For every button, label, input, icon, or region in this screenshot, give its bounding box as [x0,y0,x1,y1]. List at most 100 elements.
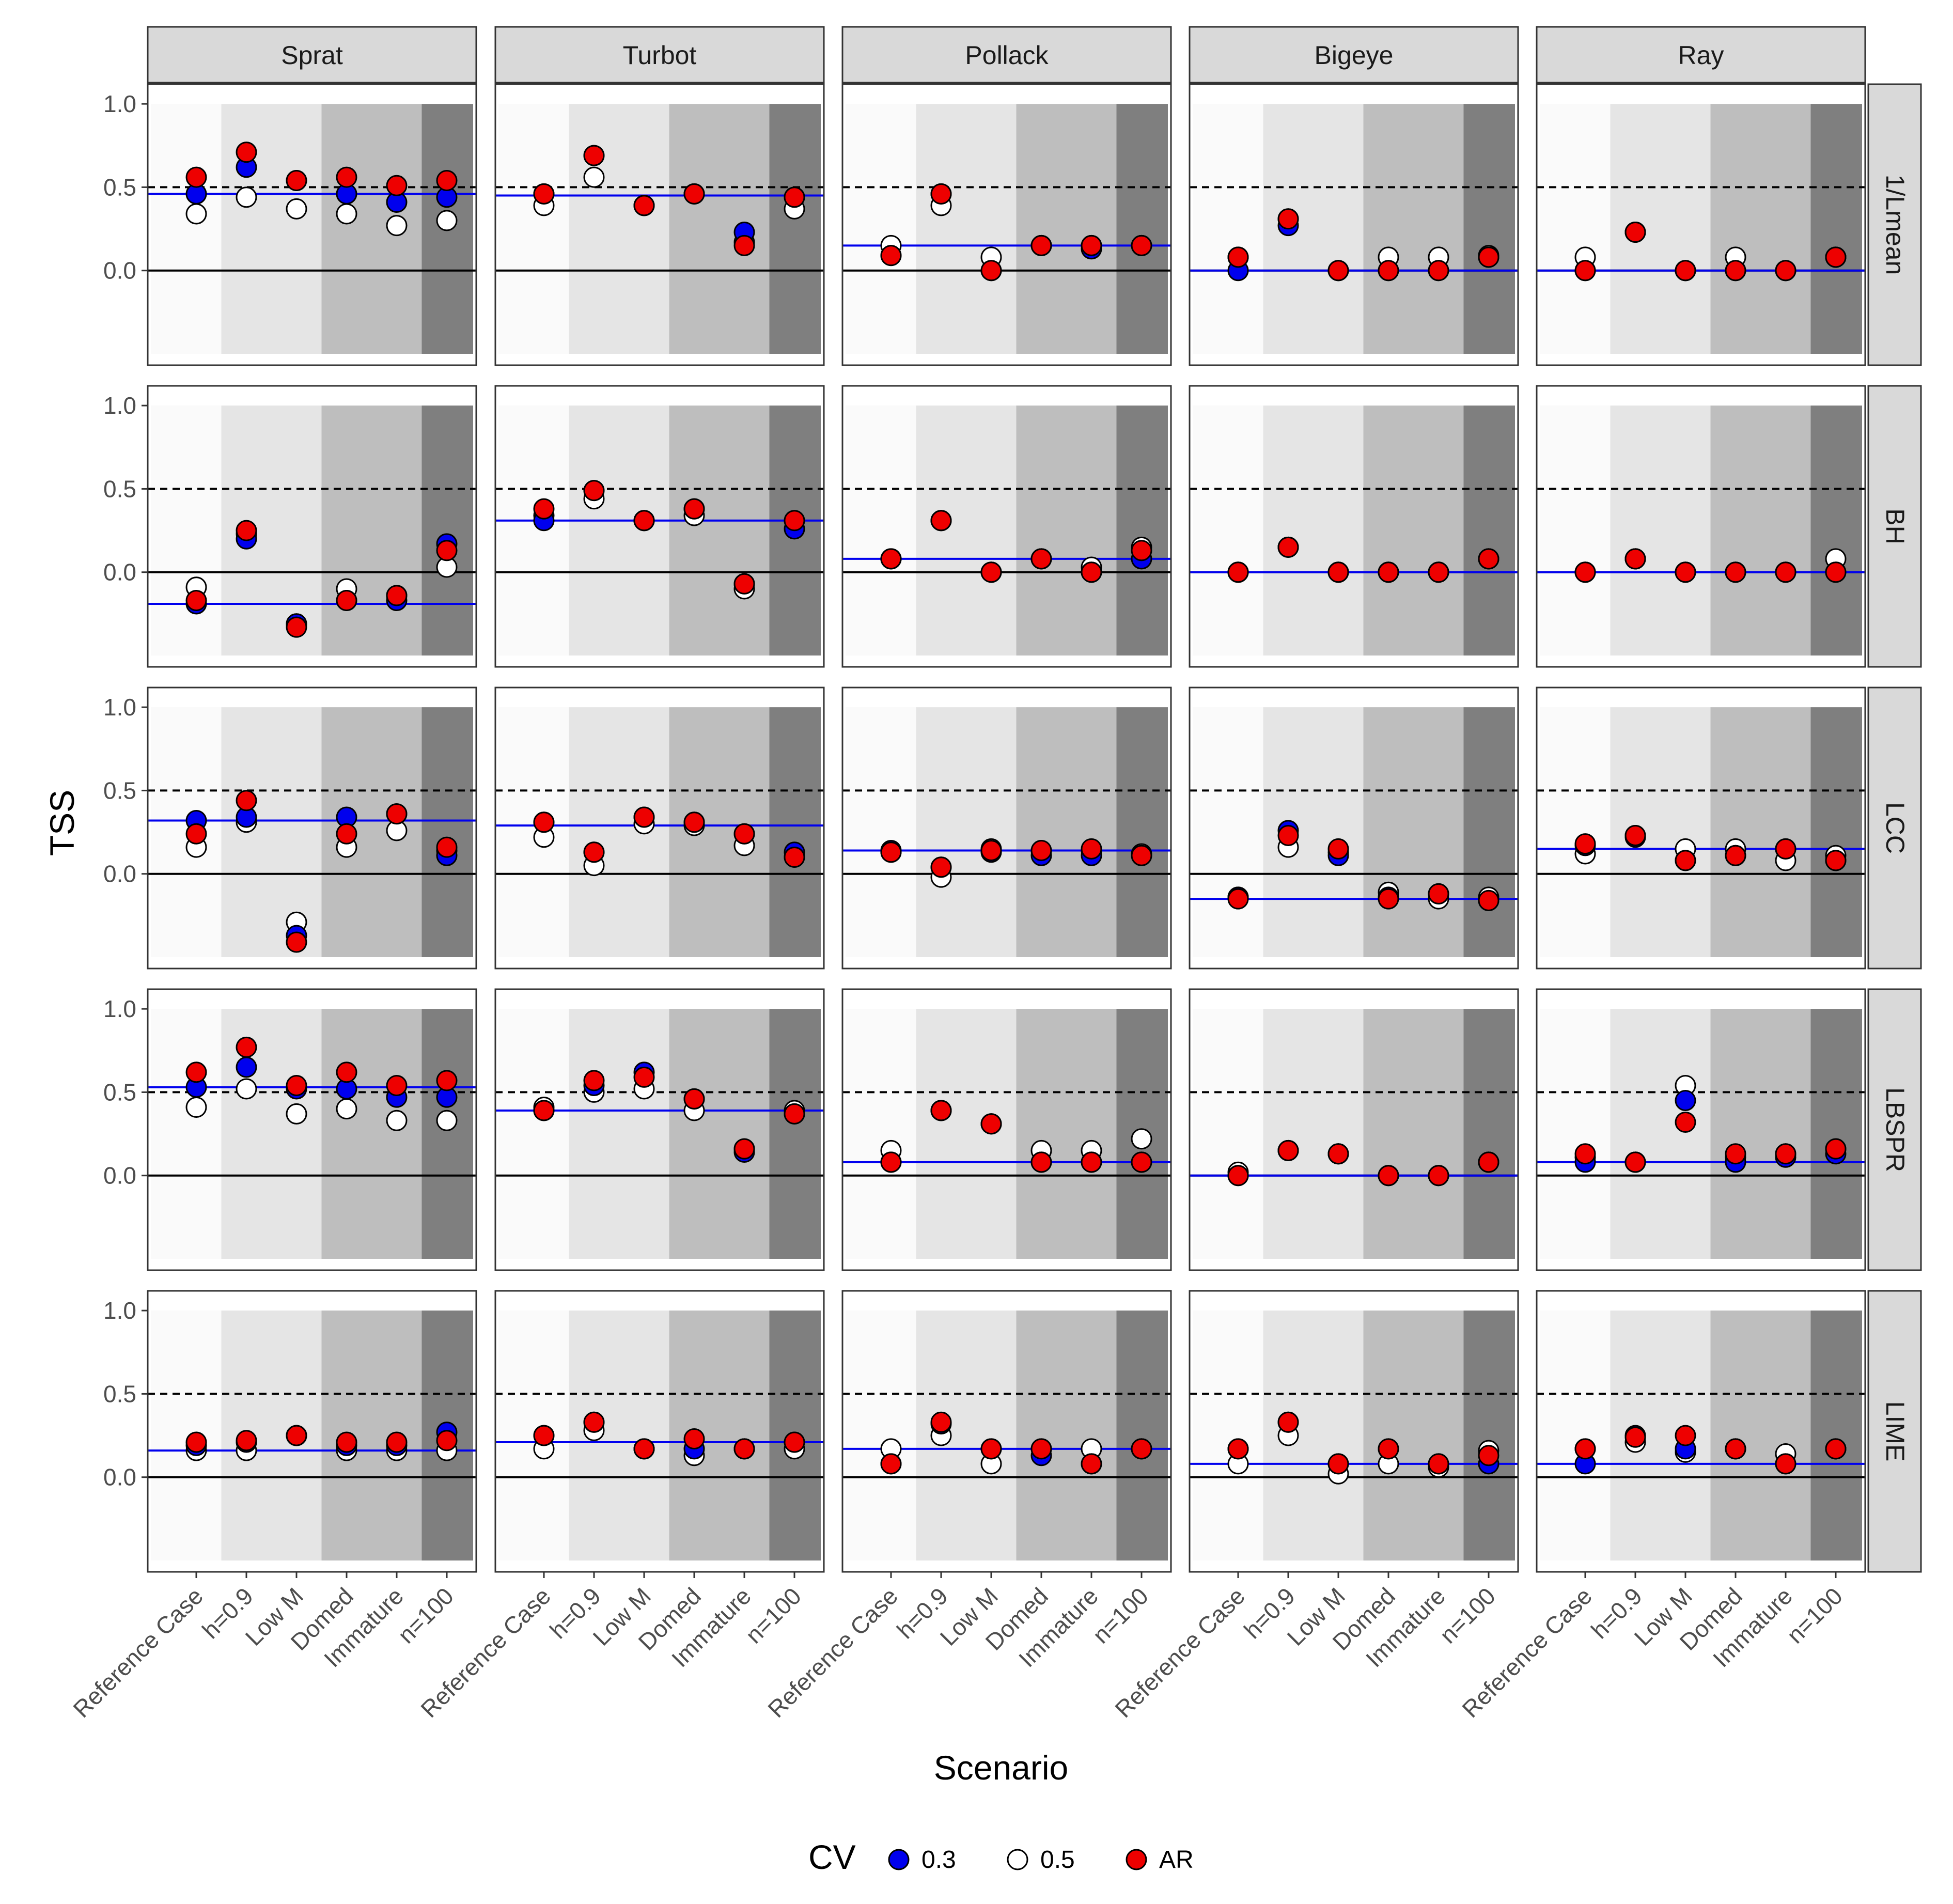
point-AR [683,1428,705,1450]
scenario-band [1116,707,1168,957]
point-AR [1574,833,1596,855]
point-AR [1825,246,1847,268]
scenario-band [151,1310,222,1560]
scenario-band [371,1009,422,1259]
point-AR [1327,260,1349,282]
point-AR [436,540,458,561]
column-strip [841,26,1172,84]
point-AR [1081,838,1102,860]
point-AR [1825,1438,1847,1460]
scenario-band [1660,1009,1711,1259]
panel-border [147,83,477,366]
point-AR [784,846,805,868]
point-AR [1825,1138,1847,1160]
point-AR [1277,1140,1299,1161]
point-0_5 [583,166,605,188]
panel-border [1189,385,1519,668]
point-AR [633,195,655,216]
point-AR [683,1088,705,1110]
legend: CV 0.3 0.5 AR [808,1838,1194,1876]
point-AR [733,235,755,256]
scenario-band [421,405,473,656]
point-AR [980,561,1002,583]
point-AR [633,1438,655,1460]
column-strip-label: Pollack [965,41,1049,70]
row-strip-label: LIME [1881,1401,1910,1462]
point-AR [386,1431,408,1453]
scenario-band [1313,104,1364,354]
point-AR [1478,1445,1499,1466]
scenario-band [769,1009,821,1259]
scenario-band [1363,1009,1414,1259]
point-AR [930,856,952,878]
point-AR [733,1138,755,1160]
point-AR [1725,1438,1746,1460]
point-AR [386,175,408,196]
scenario-band [1810,405,1862,656]
point-AR [185,1062,207,1083]
point-AR [1574,1143,1596,1165]
panel-border [841,988,1172,1271]
point-AR [1428,260,1449,282]
scenario-band [1760,707,1811,957]
scenario-band [1710,405,1761,656]
point-AR [1725,561,1746,583]
point-AR [1624,1151,1646,1173]
panel-border [494,1290,825,1573]
point-AR [1030,235,1052,256]
scenario-band [719,1310,770,1560]
point-AR [436,1070,458,1091]
column-strip [1536,26,1866,84]
point-AR [1675,1111,1696,1133]
panel-border [1189,83,1519,366]
point-AR [1327,838,1349,860]
point-0_5 [386,1110,408,1131]
point-AR [1725,260,1746,282]
legend-key-0_3 [888,1849,910,1870]
point-AR [1227,246,1249,268]
scenario-band [619,104,669,354]
column-strip-label: Turbot [623,41,697,70]
scenario-band [1760,405,1811,656]
point-AR [1081,235,1102,256]
legend-key-AR [1126,1849,1147,1870]
point-AR [1675,1425,1696,1446]
row-strip-label: BH [1881,508,1910,544]
scenario-band [1540,104,1611,354]
point-AR [1624,548,1646,570]
scenario-band [916,707,966,957]
scenario-band [1193,1009,1263,1259]
point-AR [1378,1165,1399,1187]
scenario-band [669,1009,720,1259]
scenario-band [1363,1310,1414,1560]
point-AR [1428,561,1449,583]
scenario-band [1463,1310,1515,1560]
scenario-band [1363,104,1414,354]
panel-border [1536,385,1866,668]
legend-label: AR [1159,1846,1194,1874]
point-AR [583,145,605,166]
point-AR [1825,561,1847,583]
scenario-band [371,405,422,656]
point-AR [880,841,902,863]
scenario-band [1263,405,1314,656]
point-AR [980,1438,1002,1460]
scenario-band [1363,707,1414,957]
scenario-band [1193,405,1263,656]
scenario-band [719,1009,770,1259]
scenario-band [966,405,1017,656]
point-AR [880,1151,902,1173]
point-AR [930,183,952,205]
scenario-band [1263,1009,1314,1259]
scenario-band [1413,707,1464,957]
point-AR [336,1062,357,1083]
panel-border [494,83,825,366]
scenario-band [846,707,916,957]
scenario-band [321,405,372,656]
scenario-band [1193,104,1263,354]
point-AR [980,1113,1002,1135]
panel-border [1536,686,1866,970]
point-0_5 [286,198,307,220]
scenario-band [1710,104,1761,354]
scenario-band [1660,707,1711,957]
